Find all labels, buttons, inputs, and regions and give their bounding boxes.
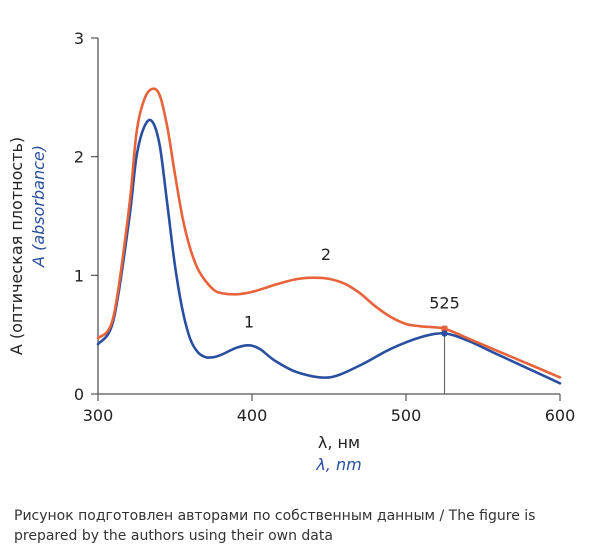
markers: [441, 325, 448, 394]
x-tick-label: 300: [83, 406, 114, 425]
annotation-2: 2: [321, 245, 331, 264]
y-tick-label: 3: [74, 29, 84, 48]
y-tick-label: 2: [74, 148, 84, 167]
absorbance-chart: 0 1 2 3 300 400 500 600 1 2 525 λ, нм λ, nm A (оп…: [7, 29, 575, 474]
y-axis-title-en: A (absorbance): [29, 145, 48, 268]
marker-point-series-2: [441, 325, 448, 332]
ticks: 0 1 2 3 300 400 500 600: [74, 29, 575, 425]
annotation-525: 525: [429, 294, 460, 313]
x-axis-title-en: λ, nm: [315, 455, 361, 474]
y-tick-label: 0: [74, 385, 84, 404]
x-tick-label: 600: [545, 406, 576, 425]
x-axis-title: λ, нм: [318, 433, 360, 452]
figure-caption: Рисунок подготовлен авторами по собствен…: [14, 508, 536, 544]
y-tick-label: 1: [74, 266, 84, 285]
annotation-1: 1: [244, 313, 254, 332]
x-tick-label: 400: [237, 406, 268, 425]
annotations: 1 2 525: [244, 245, 460, 332]
series-line-2: [96, 87, 562, 379]
x-tick-label: 500: [391, 406, 422, 425]
series-layer: [96, 87, 562, 385]
marker-point-series-1: [441, 330, 448, 337]
axes: [97, 38, 560, 395]
series-line-1: [96, 118, 562, 385]
y-axis-title: A (оптическая плотность): [7, 137, 26, 355]
